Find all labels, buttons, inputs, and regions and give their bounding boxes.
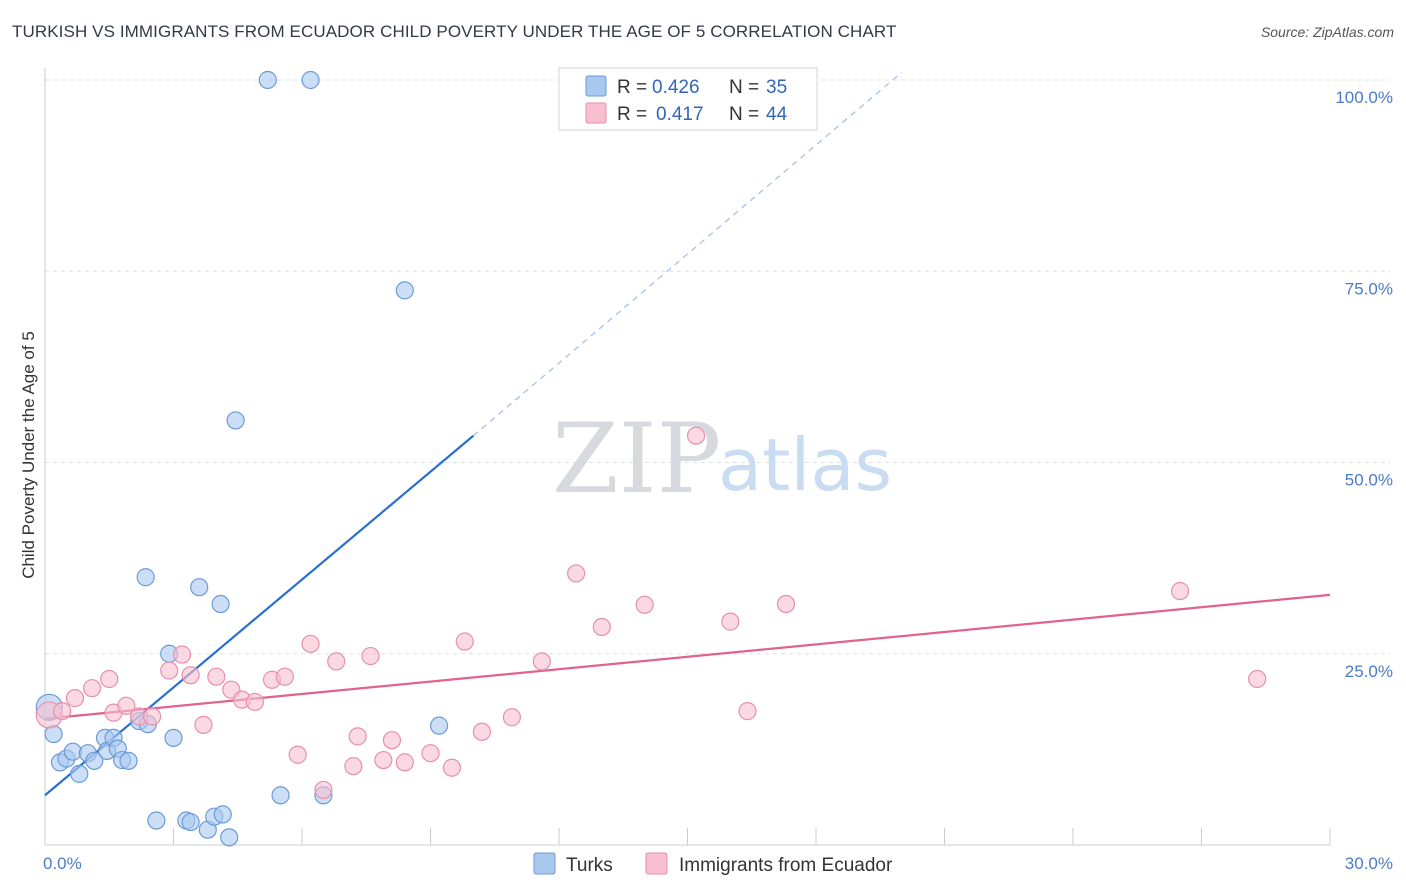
point-ecuador-16 — [245, 692, 264, 712]
point-ecuador-37 — [635, 595, 654, 614]
x-tick-label-1: 30.0% — [1345, 854, 1393, 873]
legend-r-value-turks: 0.426 — [652, 77, 700, 98]
point-turks-25 — [211, 594, 230, 614]
chart-title: TURKISH VS IMMIGRANTS FROM ECUADOR CHILD… — [12, 22, 897, 41]
point-ecuador-33 — [502, 708, 521, 727]
point-ecuador-43 — [1248, 669, 1267, 689]
point-ecuador-31 — [455, 632, 474, 651]
y-tick-label-1: 50.0% — [1345, 471, 1393, 490]
point-ecuador-36 — [592, 617, 611, 637]
tick-labels: 25.0% 50.0% 75.0% 100.0% 0.0% 30.0% — [43, 88, 1393, 873]
point-ecuador-30 — [442, 758, 462, 777]
point-ecuador-2 — [65, 689, 85, 708]
point-ecuador-27 — [382, 731, 402, 750]
point-turks-7 — [85, 751, 104, 770]
bottom-legend: Turks Immigrants from Ecuador — [533, 852, 893, 876]
point-ecuador-6 — [117, 696, 136, 715]
point-ecuador-12 — [194, 715, 213, 734]
point-ecuador-32 — [472, 722, 491, 741]
legend-r-value-ecuador: 0.417 — [656, 104, 704, 125]
point-ecuador-8 — [142, 707, 162, 726]
point-turks-15 — [136, 568, 155, 587]
point-turks-5 — [70, 764, 89, 783]
point-ecuador-26 — [374, 750, 393, 770]
point-turks-31 — [301, 70, 320, 90]
point-ecuador-42 — [1170, 581, 1190, 601]
point-turks-27 — [220, 828, 239, 847]
point-ecuador-23 — [344, 757, 363, 776]
point-ecuador-40 — [738, 702, 757, 721]
point-ecuador-25 — [361, 646, 380, 666]
point-ecuador-38 — [686, 426, 706, 445]
legend-swatch-ecuador — [585, 102, 607, 124]
point-ecuador-20 — [301, 634, 320, 653]
y-tick-label-3: 100.0% — [1335, 88, 1393, 107]
point-ecuador-18 — [275, 667, 294, 686]
point-turks-28 — [226, 411, 245, 430]
point-turks-4 — [63, 742, 82, 761]
point-ecuador-19 — [288, 745, 307, 764]
legend-r-label-ecuador: R = — [617, 104, 647, 125]
legend-swatch-turks — [585, 75, 607, 97]
point-ecuador-10 — [172, 645, 192, 664]
point-ecuador-24 — [348, 727, 367, 746]
source-label: Source: ZipAtlas.com — [1260, 24, 1394, 40]
y-tick-label-0: 25.0% — [1345, 662, 1393, 681]
top-legend: R = 0.426 N = 35 R = 0.417 N = 44 — [558, 67, 818, 131]
point-ecuador-11 — [181, 666, 200, 685]
y-tick-label-2: 75.0% — [1345, 279, 1393, 298]
point-turks-30 — [271, 786, 290, 805]
point-ecuador-21 — [314, 780, 333, 800]
point-turks-21 — [181, 812, 200, 832]
legend-n-label-ecuador: N = — [729, 104, 759, 125]
bottom-legend-label-ecuador: Immigrants from Ecuador — [679, 855, 893, 876]
legend-r-label-turks: R = — [617, 77, 647, 98]
x-tick-label-0: 0.0% — [43, 854, 82, 873]
point-ecuador-34 — [532, 652, 551, 671]
legend-n-label-turks: N = — [729, 77, 759, 98]
bottom-legend-swatch-ecuador — [645, 852, 668, 875]
point-ecuador-13 — [207, 667, 226, 686]
point-turks-33 — [395, 281, 414, 300]
point-turks-13 — [119, 751, 138, 770]
y-axis-label: Child Poverty Under the Age of 5 — [19, 331, 38, 579]
point-turks-17 — [147, 811, 166, 830]
watermark-atlas: atlas — [718, 423, 892, 507]
point-ecuador-1 — [53, 702, 72, 721]
data-points — [35, 70, 1267, 847]
gridlines — [45, 79, 1390, 655]
point-ecuador-35 — [567, 564, 586, 583]
point-turks-19 — [164, 728, 183, 748]
bottom-legend-label-turks: Turks — [566, 855, 613, 876]
point-turks-26 — [213, 805, 232, 824]
point-ecuador-9 — [160, 661, 179, 680]
point-ecuador-4 — [100, 669, 119, 689]
point-turks-34 — [429, 716, 449, 735]
watermark: ZIP atlas — [552, 403, 892, 515]
legend-n-value-ecuador: 44 — [766, 104, 788, 125]
point-ecuador-22 — [327, 652, 346, 671]
point-ecuador-28 — [395, 753, 414, 772]
point-ecuador-39 — [721, 612, 740, 631]
watermark-zip: ZIP — [552, 403, 721, 515]
bottom-legend-swatch-turks — [533, 852, 556, 875]
point-ecuador-3 — [83, 679, 102, 698]
point-turks-22 — [190, 578, 209, 597]
point-turks-29 — [258, 70, 277, 90]
point-ecuador-41 — [776, 594, 796, 614]
trendline-turks-extension — [472, 71, 903, 437]
point-ecuador-29 — [421, 744, 440, 763]
legend-n-value-turks: 35 — [766, 77, 787, 98]
